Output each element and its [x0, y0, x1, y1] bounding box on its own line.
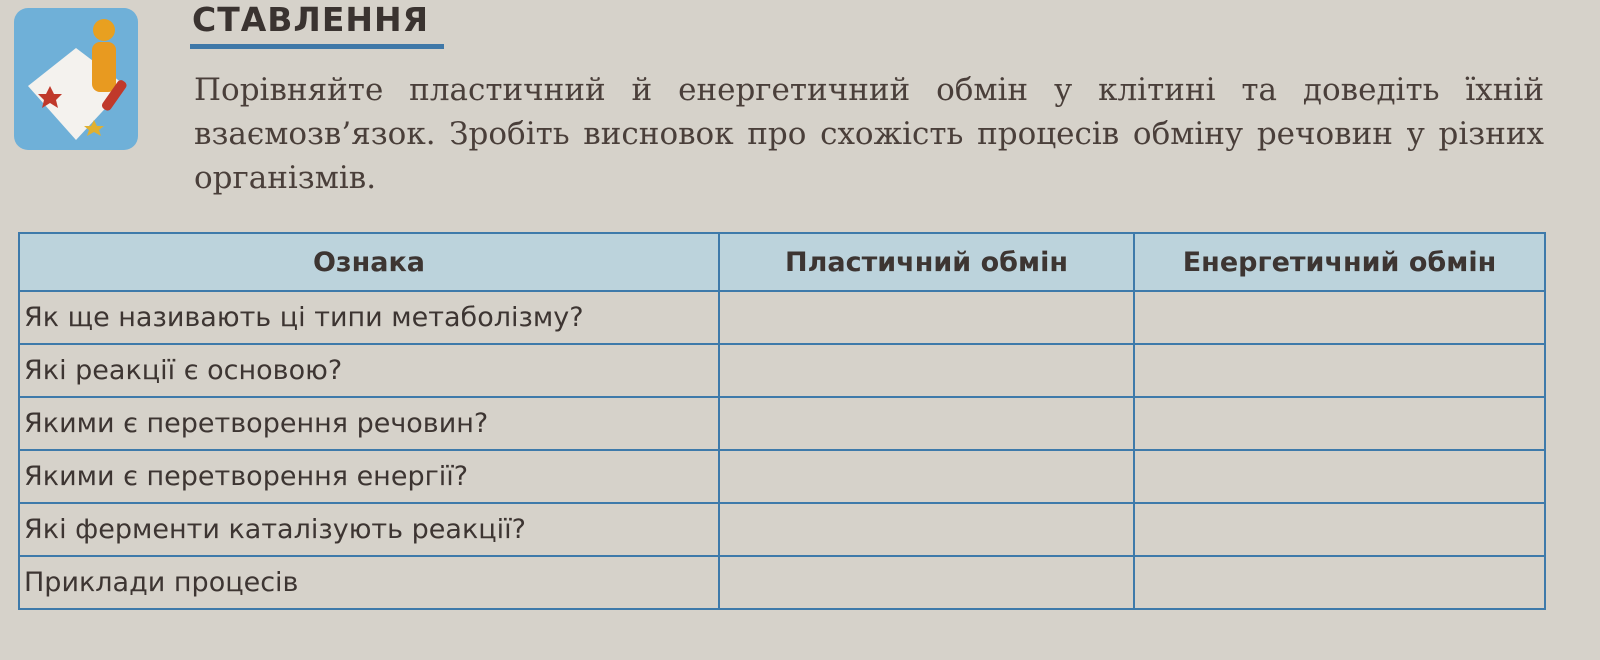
cell-energy: [1133, 555, 1546, 610]
row-label: Приклади процесів: [18, 555, 720, 610]
row-label: Які реакції є основою?: [18, 343, 720, 398]
row-label: Як ще називають ці типи метаболізму?: [18, 290, 720, 345]
cell-plastic: [718, 449, 1135, 504]
row-label: Які ферменти каталізують реакції?: [18, 502, 720, 557]
table-row: Як ще називають ці типи метаболізму?: [18, 290, 1546, 345]
table-row: Якими є перетворення речовин?: [18, 396, 1546, 451]
cell-energy: [1133, 502, 1546, 557]
section-title: СТАВЛЕННЯ: [192, 0, 430, 39]
task-figure-icon: [14, 8, 138, 150]
table-row: Які ферменти каталізують реакції?: [18, 502, 1546, 557]
row-label: Якими є перетворення енергії?: [18, 449, 720, 504]
cell-plastic: [718, 555, 1135, 610]
cell-energy: [1133, 449, 1546, 504]
cell-plastic: [718, 290, 1135, 345]
cell-plastic: [718, 396, 1135, 451]
cell-plastic: [718, 502, 1135, 557]
cell-energy: [1133, 396, 1546, 451]
table-row: Якими є перетворення енергії?: [18, 449, 1546, 504]
table-header-row: Ознака Пластичний обмін Енергетичний обм…: [18, 232, 1546, 292]
task-text: Порівняйте пластичний й енергетичний обм…: [194, 72, 1544, 196]
table-row: Які реакції є основою?: [18, 343, 1546, 398]
title-underline: [190, 44, 444, 49]
cell-plastic: [718, 343, 1135, 398]
cell-energy: [1133, 290, 1546, 345]
table-row: Приклади процесів: [18, 555, 1546, 610]
header-feature: Ознака: [18, 232, 720, 292]
comparison-table: Ознака Пластичний обмін Енергетичний обм…: [18, 232, 1546, 610]
header-plastic: Пластичний обмін: [718, 232, 1135, 292]
cell-energy: [1133, 343, 1546, 398]
header-energy: Енергетичний обмін: [1133, 232, 1546, 292]
row-label: Якими є перетворення речовин?: [18, 396, 720, 451]
